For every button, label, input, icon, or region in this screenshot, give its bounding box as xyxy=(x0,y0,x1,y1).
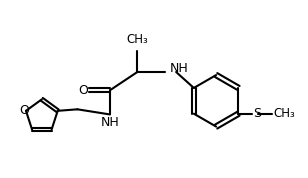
Text: CH₃: CH₃ xyxy=(273,107,295,120)
Text: O: O xyxy=(79,84,88,97)
Text: O: O xyxy=(19,104,29,117)
Text: NH: NH xyxy=(170,62,189,75)
Text: CH₃: CH₃ xyxy=(127,33,148,46)
Text: NH: NH xyxy=(101,116,120,129)
Text: S: S xyxy=(253,107,261,120)
